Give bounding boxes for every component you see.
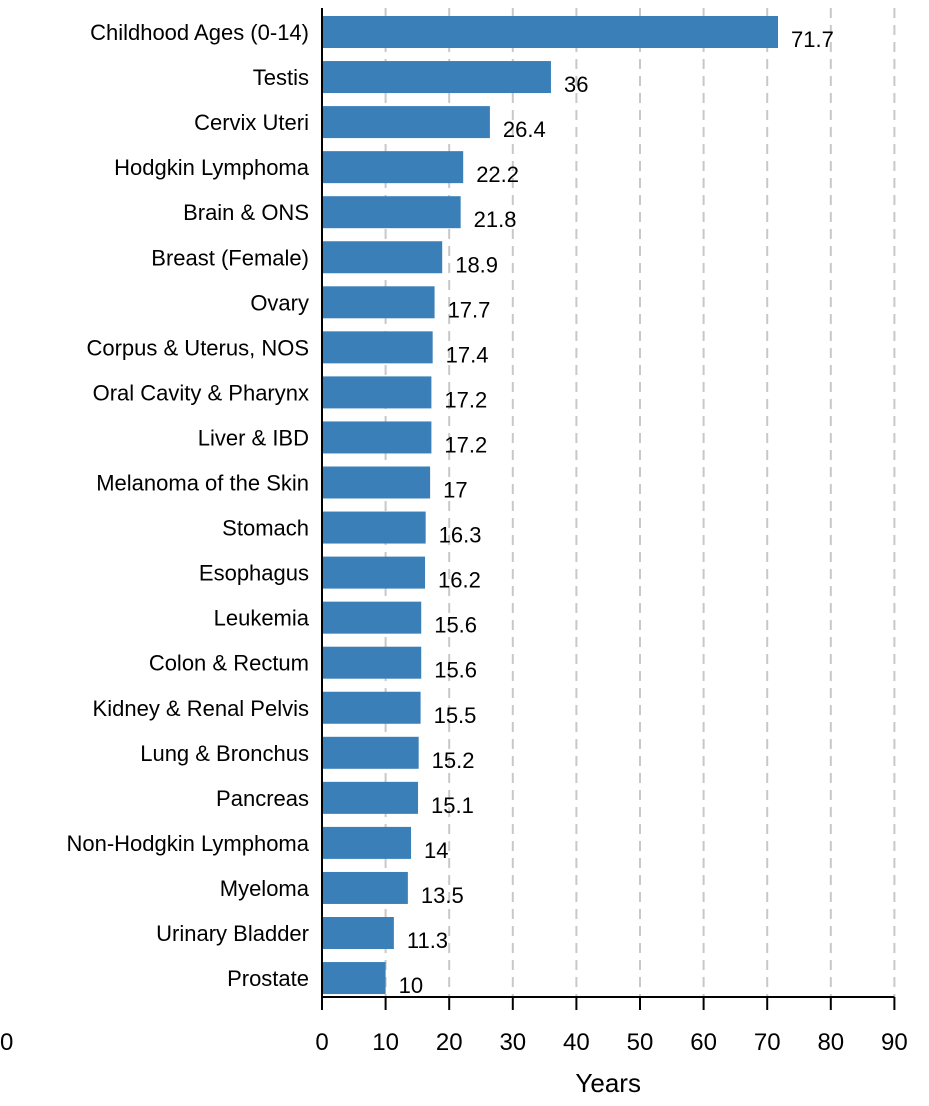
bar-value-label: 17.2 (444, 432, 487, 457)
x-tick-label: 30 (499, 1029, 526, 1056)
bar-value-label: 15.1 (431, 793, 474, 818)
category-label: Colon & Rectum (149, 651, 309, 676)
category-label: Breast (Female) (151, 245, 309, 270)
bar (322, 421, 432, 454)
axes (321, 8, 895, 998)
bar (322, 871, 408, 904)
bar (322, 691, 421, 724)
bar-value-label: 14 (424, 838, 448, 863)
category-label: Liver & IBD (198, 425, 309, 450)
category-label: Cervix Uteri (194, 110, 309, 135)
bar (322, 196, 461, 229)
bar (322, 781, 419, 814)
category-label: Stomach (222, 516, 309, 541)
category-label: Prostate (227, 966, 309, 991)
category-label: Melanoma of the Skin (96, 471, 309, 496)
bar (322, 556, 426, 589)
category-label: Non-Hodgkin Lymphoma (66, 831, 309, 856)
bar-value-label: 18.9 (455, 252, 498, 277)
bar-value-label: 17.7 (448, 297, 491, 322)
category-label: Kidney & Renal Pelvis (93, 696, 309, 721)
category-label: Brain & ONS (183, 200, 309, 225)
x-tick-label: 40 (563, 1029, 590, 1056)
bar (322, 466, 431, 499)
x-tick-label: 50 (627, 1029, 654, 1056)
bar-value-label: 17.4 (446, 342, 489, 367)
x-tick-label: 20 (436, 1029, 463, 1056)
bar (322, 646, 422, 679)
category-label: Hodgkin Lymphoma (114, 155, 310, 180)
bar (322, 61, 551, 94)
category-labels: Childhood Ages (0-14) Testis Cervix Uteri H… (66, 20, 309, 991)
category-label: Leukemia (214, 606, 310, 631)
bar-value-label: 15.6 (434, 658, 477, 683)
bar (322, 151, 464, 184)
bar (322, 16, 779, 48)
bars (322, 16, 779, 995)
bar-value-label: 15.2 (432, 748, 475, 773)
bar-value-label: 15.6 (434, 613, 477, 638)
bar (322, 331, 433, 364)
bar (322, 736, 419, 769)
bar-value-label: 17.2 (444, 387, 487, 412)
stray-left-tick-label: 0 (0, 1029, 13, 1056)
category-label: Oral Cavity & Pharynx (93, 380, 309, 405)
category-label: Childhood Ages (0-14) (90, 20, 309, 45)
x-tick-label: 80 (817, 1029, 844, 1056)
x-tick-label: 70 (754, 1029, 781, 1056)
bar-value-label: 21.8 (474, 207, 517, 232)
bar-value-label: 13.5 (421, 883, 464, 908)
x-tick-label: 10 (372, 1029, 399, 1056)
bar-value-label: 26.4 (503, 117, 546, 142)
bar-value-label: 10 (399, 973, 423, 998)
category-label: Corpus & Uterus, NOS (86, 335, 309, 360)
bar (322, 511, 426, 544)
x-tick-label: 90 (881, 1029, 908, 1056)
x-axis-title: Years (575, 1068, 641, 1098)
category-label: Urinary Bladder (156, 921, 309, 946)
bar (322, 241, 443, 274)
bar-value-label: 17 (443, 478, 467, 503)
bar-value-label: 16.3 (439, 523, 482, 548)
bar (322, 917, 394, 949)
bar-value-label: 71.7 (791, 27, 834, 52)
bar-value-label: 11.3 (407, 928, 448, 953)
bar (322, 826, 412, 859)
bar (322, 106, 490, 139)
category-label: Lung & Bronchus (140, 741, 309, 766)
bar (322, 376, 432, 409)
x-tick-label: 60 (690, 1029, 717, 1056)
category-label: Esophagus (199, 561, 309, 586)
bar (322, 601, 422, 634)
category-label: Pancreas (216, 786, 309, 811)
category-label: Testis (253, 65, 309, 90)
bar-value-label: 15.5 (434, 703, 477, 728)
bar (322, 962, 386, 995)
bar-value-label: 16.2 (438, 568, 481, 593)
x-ticks: 0 10 20 30 40 50 60 70 80 90 (315, 997, 908, 1056)
category-label: Ovary (250, 290, 309, 315)
x-tick-label: 0 (315, 1029, 328, 1056)
grid-lines (384, 8, 896, 997)
bar-value-label: 36 (564, 72, 588, 97)
category-label: Myeloma (220, 876, 310, 901)
bar (322, 286, 435, 319)
bar-value-label: 22.2 (476, 162, 519, 187)
value-labels: 71.7 36 26.4 22.2 21.8 18.9 17.7 17.4 17.2 17.2 17… (399, 27, 834, 998)
